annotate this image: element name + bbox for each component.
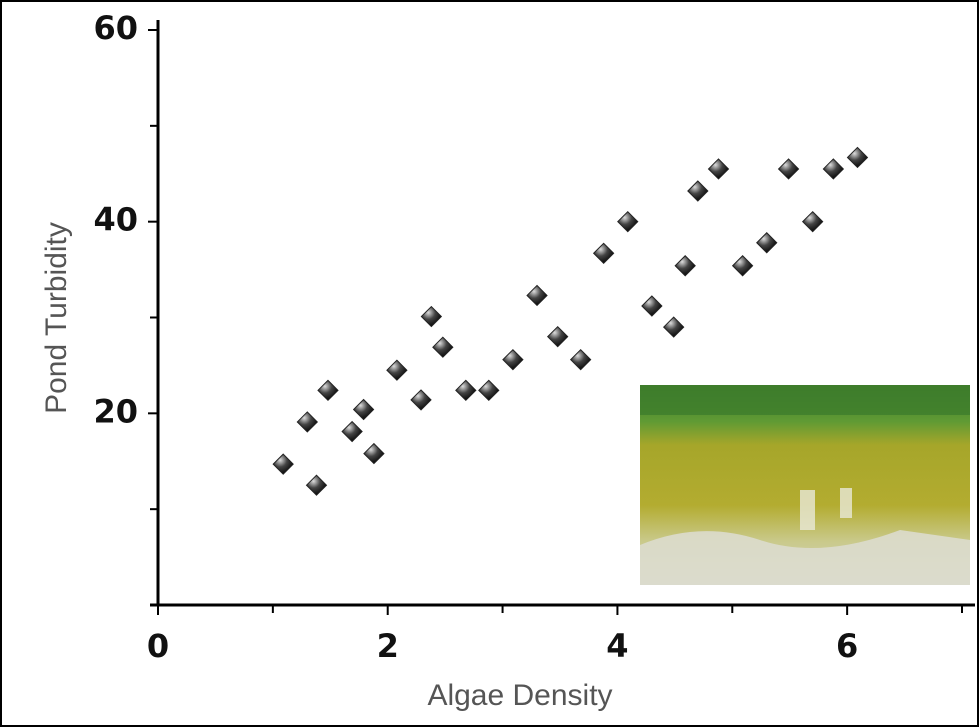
point [478,379,500,402]
point [731,255,754,277]
point [822,158,845,180]
point [386,359,408,381]
point [546,325,569,348]
x-tick-label: 6 [836,627,858,665]
point [663,316,685,338]
point [569,348,592,371]
point [410,389,432,411]
point [272,453,294,475]
x-tick-label: 2 [377,627,399,665]
point [296,411,319,433]
point [687,180,709,202]
point [707,158,730,180]
point [455,379,477,402]
point [363,442,385,465]
x-tick-label: 0 [147,627,169,665]
y-tick-label: 60 [93,9,138,47]
x-tick-label: 4 [606,627,628,665]
point [617,210,639,233]
point [801,210,824,233]
point [305,474,328,496]
y-tick-label: 20 [93,392,138,430]
point [674,255,696,277]
pond-photo [640,385,970,585]
y-axis-label: Pond Turbidity [40,222,73,414]
point [777,158,800,180]
point [432,336,454,358]
point [592,242,615,264]
point [526,284,548,307]
point [641,295,663,317]
point [756,232,778,254]
y-tick-label: 40 [93,201,138,239]
point [420,305,443,328]
x-axis-label: Algae Density [427,679,612,712]
point [846,146,869,169]
point [341,420,363,443]
point [317,379,339,402]
point [502,348,524,371]
point [352,398,375,421]
